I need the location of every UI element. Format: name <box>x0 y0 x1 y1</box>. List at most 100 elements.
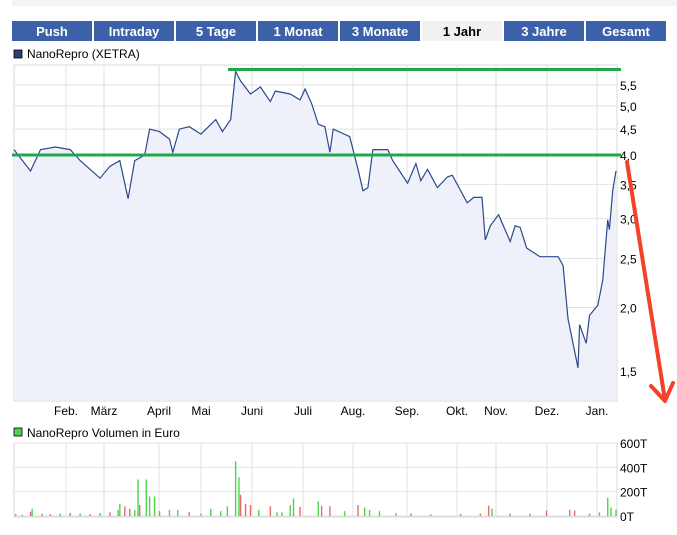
volume-bar <box>269 506 272 516</box>
x-tick-label: März <box>91 404 118 418</box>
volume-bar <box>145 479 148 516</box>
volume-bar <box>238 477 240 516</box>
volume-bar <box>29 511 32 516</box>
volume-bar <box>615 509 617 516</box>
x-tick-label: Aug. <box>341 404 366 418</box>
price-legend-swatch <box>13 49 23 59</box>
volume-bar <box>239 494 242 516</box>
volume-bar <box>14 514 17 516</box>
volume-bar <box>299 506 301 516</box>
volume-bar <box>329 506 331 516</box>
volume-bar <box>158 511 161 516</box>
volume-y-tick: 0T <box>620 510 635 524</box>
volume-bar <box>69 512 71 516</box>
volume-bar <box>210 508 212 516</box>
x-tick-label: Jan. <box>586 404 609 418</box>
price-y-tick: 5,0 <box>620 100 637 114</box>
volume-bar <box>129 508 131 516</box>
volume-bar <box>509 513 511 516</box>
volume-bar <box>588 513 591 516</box>
volume-bar <box>119 503 121 516</box>
volume-bar <box>79 513 81 516</box>
volume-bar <box>137 479 139 516</box>
volume-bar <box>479 513 482 516</box>
volume-bar <box>153 496 156 516</box>
x-tick-label: April <box>147 404 171 418</box>
price-y-tick: 2,5 <box>620 252 637 266</box>
volume-bar <box>258 509 260 516</box>
top-bar <box>12 0 677 6</box>
tab-3-jahre[interactable]: 3 Jahre <box>504 21 584 41</box>
volume-bar <box>292 498 295 516</box>
volume-bar <box>148 496 151 516</box>
price-y-tick: 3,0 <box>620 212 637 226</box>
price-y-tick: 4,5 <box>620 123 637 137</box>
volume-bar <box>276 512 278 516</box>
tab-gesamt[interactable]: Gesamt <box>586 21 666 41</box>
x-tick-label: Mai <box>191 404 210 418</box>
volume-y-tick: 200T <box>620 486 648 500</box>
volume-bar <box>234 461 237 516</box>
arrow-head <box>649 381 675 403</box>
price-line <box>13 69 617 369</box>
tab-1-monat[interactable]: 1 Monat <box>258 21 338 41</box>
volume-bar <box>568 509 571 516</box>
volume-bar <box>138 505 141 516</box>
price-y-tick: 5,5 <box>620 79 637 93</box>
volume-bar <box>220 511 222 516</box>
volume-bar <box>188 512 191 516</box>
volume-bar <box>281 512 283 516</box>
volume-bar <box>99 512 101 516</box>
volume-bar <box>249 505 252 516</box>
arrow-shaft <box>625 160 667 402</box>
volume-bar <box>529 513 531 516</box>
volume-bar <box>31 508 33 516</box>
volume-bar <box>226 506 229 516</box>
tab-3-monate[interactable]: 3 Monate <box>340 21 420 41</box>
volume-bar <box>459 514 462 516</box>
volume-bar <box>59 513 62 516</box>
tab-push[interactable]: Push <box>12 21 92 41</box>
volume-bar <box>410 513 412 516</box>
volume-bar <box>21 514 23 516</box>
volume-bar <box>344 511 346 516</box>
volume-bar <box>491 508 493 516</box>
price-y-tick: 4,0 <box>620 149 637 163</box>
volume-bar <box>545 510 548 516</box>
volume-bar <box>289 505 291 516</box>
volume-bar <box>317 501 320 516</box>
volume-bar <box>168 509 171 516</box>
tab-intraday[interactable]: Intraday <box>94 21 174 41</box>
volume-y-tick: 400T <box>620 461 648 475</box>
x-tick-label: Juli <box>294 404 312 418</box>
volume-bar <box>573 510 576 516</box>
volume-bar <box>430 514 432 516</box>
volume-bar <box>487 505 490 516</box>
volume-bar <box>395 512 397 516</box>
volume-bar <box>320 505 323 516</box>
tab-5-tage[interactable]: 5 Tage <box>176 21 256 41</box>
period-tabs: Push Intraday 5 Tage 1 Monat 3 Monate 1 Jahr 3… <box>12 21 666 41</box>
volume-bar <box>177 509 179 516</box>
x-tick-label: Juni <box>241 404 263 418</box>
volume-legend-label: NanoRepro Volumen in Euro <box>27 426 180 440</box>
red-down-arrow-annotation <box>625 160 675 403</box>
x-tick-label: Nov. <box>484 404 508 418</box>
tab-1-jahr[interactable]: 1 Jahr <box>422 21 502 41</box>
x-tick-label: Okt. <box>446 404 468 418</box>
volume-bar <box>117 509 119 516</box>
volume-y-tick: 600T <box>620 437 648 451</box>
volume-bar <box>378 511 381 516</box>
volume-bar <box>41 513 43 516</box>
price-area-fill <box>14 71 616 401</box>
volume-bar <box>200 513 202 516</box>
volume-bar <box>89 514 91 516</box>
volume-bar <box>363 507 366 516</box>
x-tick-label: Dez. <box>535 404 560 418</box>
volume-bar <box>357 505 359 516</box>
price-legend-label: NanoRepro (XETRA) <box>27 47 140 61</box>
volume-plot-frame <box>13 442 618 518</box>
volume-bar <box>244 503 247 516</box>
x-tick-label: Sep. <box>395 404 420 418</box>
